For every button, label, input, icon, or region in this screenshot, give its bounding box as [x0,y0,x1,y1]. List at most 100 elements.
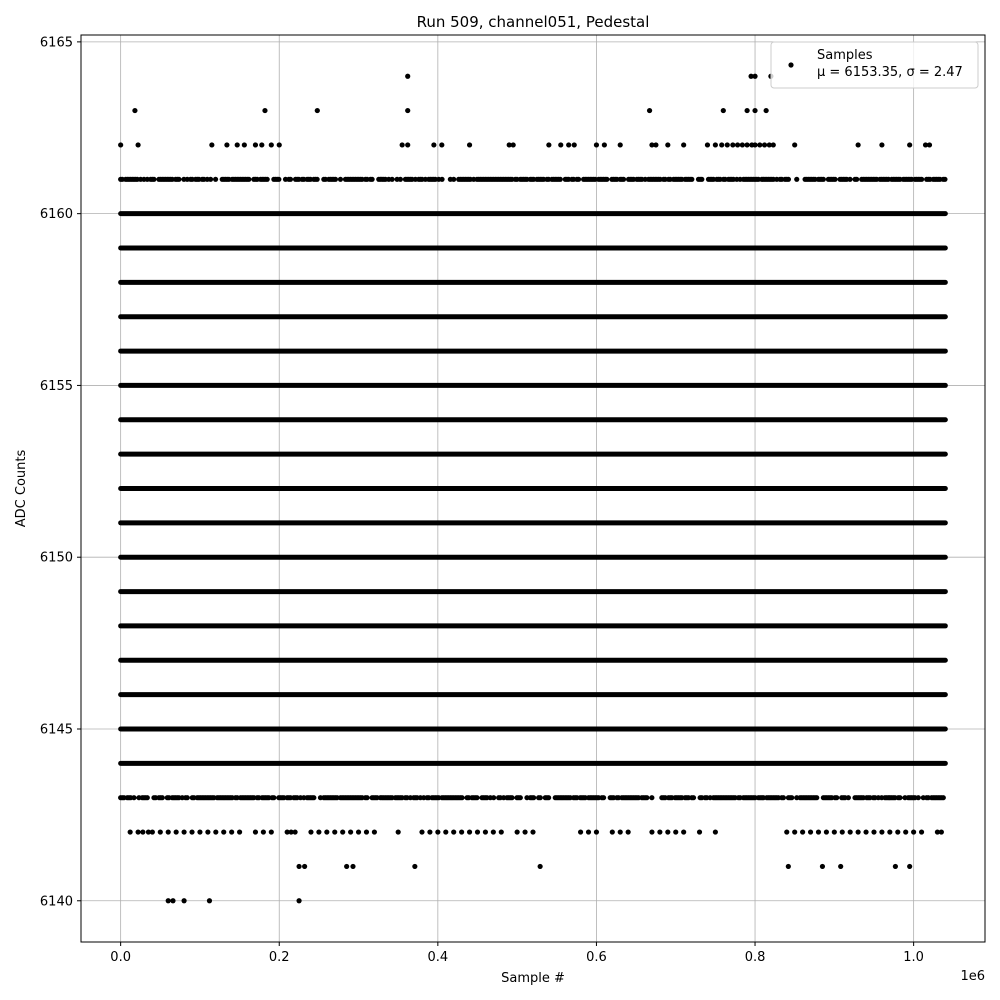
sample-point [451,829,457,835]
sample-point [761,142,768,148]
sample-point [181,829,187,835]
sample-point [537,795,543,801]
sample-point [149,829,155,835]
sample-point [176,176,182,182]
chart-title: Run 509, channel051, Pedestal [417,13,650,31]
sample-point [151,176,157,182]
sample-point [892,863,898,870]
sample-point [260,829,266,835]
sample-point [159,795,165,801]
sample-point [784,829,790,835]
sample-point [644,795,650,801]
sample-point [911,829,917,835]
sample-point [699,176,705,182]
sample-point [268,142,274,148]
sample-point [823,829,830,835]
y-axis-label: ADC Counts [14,450,29,528]
sample-point [744,107,750,114]
sample-point [922,142,929,148]
sample-point [681,829,687,835]
sample-point [355,829,362,835]
legend-series-name: Samples [817,48,873,63]
sample-point [419,829,425,835]
x-axis-label: Sample # [501,971,565,986]
y-tick-label: 6150 [40,551,73,566]
sample-point [459,795,465,801]
sample-point [522,829,528,835]
sample-point [832,176,838,182]
sample-point [443,829,449,835]
y-tick-label: 6145 [40,722,73,737]
sample-point [903,829,909,835]
sample-point [369,176,375,182]
sample-point [427,829,433,835]
sample-point [431,142,437,148]
sample-point [170,898,176,904]
sample-point [287,176,294,182]
x-tick-label: 0.8 [745,950,766,965]
sample-point [252,142,259,148]
axis-ticks: 0.0 0.2 0.4 0.6 0.8 1.0 6140 6145 6150 6155 6160 61… [40,35,924,965]
sample-point [863,829,869,835]
sample-point [940,795,946,801]
sample-point [332,176,339,182]
sample-point [364,795,370,801]
sample-point [276,142,282,148]
sample-point [820,176,826,182]
sample-point [371,829,378,835]
sample-point [135,142,141,148]
sample-point [405,142,411,148]
sample-point [938,829,944,835]
sample-point [625,829,631,835]
sample-point [144,795,150,801]
sample-point [919,176,925,182]
sample-point [665,829,671,835]
sample-point [189,829,195,835]
sample-point [206,898,213,904]
sample-point [506,142,512,148]
sample-point [209,142,215,148]
sample-point [348,829,354,835]
sample-point [466,142,473,148]
sample-point [657,829,663,835]
sample-point [617,142,623,148]
sample-point [127,829,133,835]
sample-point [752,107,758,114]
sample-point [838,863,844,870]
y-tick-label: 6165 [40,35,73,50]
sample-point [712,142,718,148]
sample-point [855,829,861,835]
sample-point [246,176,252,182]
sample-point [617,829,623,835]
sample-point [757,142,763,148]
sample-point [593,829,600,835]
sample-point [780,795,787,801]
sample-point [332,829,338,835]
sample-point [264,176,270,182]
sample-point [145,829,152,835]
sample-point [653,142,659,148]
sample-point [292,829,298,835]
y-tick-label: 6160 [40,207,73,222]
sample-point [466,829,473,835]
sample-point [412,863,418,870]
sample-point [197,829,203,835]
sample-point [405,107,411,114]
sample-point [546,795,552,801]
sample-point [474,795,480,801]
plot-area-frame [80,34,986,943]
sample-point [514,829,520,835]
x-axis-offset-label: 1e6 [960,969,985,984]
sample-point [140,829,146,835]
sample-point [491,795,497,801]
legend: Samples μ = 6153.35, σ = 2.47 [770,41,979,89]
sample-point [575,176,582,182]
sample-point [363,829,370,835]
sample-point [340,829,346,835]
sample-point [221,829,227,835]
sample-point [855,142,861,148]
sample-point [794,176,800,182]
sample-point [649,795,655,801]
sample-point [302,863,308,870]
